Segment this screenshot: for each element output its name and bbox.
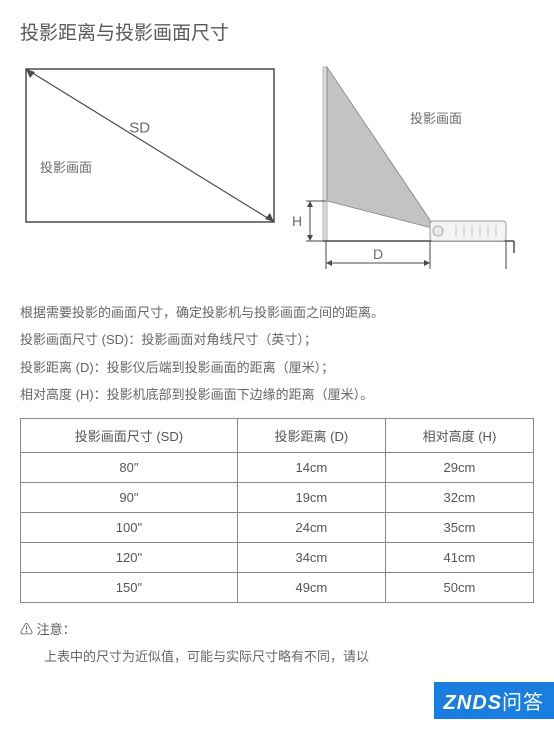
table-cell: 24cm xyxy=(237,513,385,543)
table-cell: 29cm xyxy=(385,453,533,483)
table-cell: 41cm xyxy=(385,543,533,573)
table-row: 150"49cm50cm xyxy=(21,573,534,603)
svg-text:H: H xyxy=(292,213,302,229)
note-body: 上表中的尺寸为近似值，可能与实际尺寸略有不同，请以 xyxy=(20,646,534,665)
znds-watermark: ZNDS问答 xyxy=(434,682,554,719)
table-cell: 19cm xyxy=(237,483,385,513)
table-cell: 34cm xyxy=(237,543,385,573)
svg-text:投影画面: 投影画面 xyxy=(410,111,462,126)
svg-text:SD: SD xyxy=(129,119,150,136)
diagram-side-view: 投影画面 H D xyxy=(290,63,534,281)
note-head-text: 注意： xyxy=(37,622,76,637)
table-row: 120"34cm41cm xyxy=(21,543,534,573)
table-cell: 50cm xyxy=(385,573,533,603)
dimensions-table: 投影画面尺寸 (SD)投影距离 (D)相对高度 (H) 80"14cm29cm9… xyxy=(20,418,534,603)
desc-line: 投影画面尺寸 (SD)：投影画面对角线尺寸（英寸）； xyxy=(20,326,534,353)
table-cell: 32cm xyxy=(385,483,533,513)
table-cell: 80" xyxy=(21,453,238,483)
table-cell: 49cm xyxy=(237,573,385,603)
table-row: 100"24cm35cm xyxy=(21,513,534,543)
table-header: 投影画面尺寸 (SD) xyxy=(21,419,238,453)
table-cell: 150" xyxy=(21,573,238,603)
diagram-row: SD 投影画面 投影画面 H D xyxy=(20,63,534,281)
watermark-cn: 问答 xyxy=(502,692,544,714)
svg-text:投影画面: 投影画面 xyxy=(40,160,92,175)
side-diagram-svg: 投影画面 H D xyxy=(290,63,520,278)
warning-icon: ⚠ xyxy=(20,622,33,637)
note-heading: ⚠ 注意： xyxy=(20,619,534,638)
table-row: 90"19cm32cm xyxy=(21,483,534,513)
table-cell: 90" xyxy=(21,483,238,513)
table-cell: 100" xyxy=(21,513,238,543)
svg-text:D: D xyxy=(373,246,383,262)
diagram-screen-sd: SD 投影画面 xyxy=(20,63,280,281)
table-cell: 120" xyxy=(21,543,238,573)
desc-line: 投影距离 (D)：投影仪后端到投影画面的距离（厘米）； xyxy=(20,354,534,381)
desc-line: 根据需要投影的画面尺寸，确定投影机与投影画面之间的距离。 xyxy=(20,299,534,326)
page-title: 投影距离与投影画面尺寸 xyxy=(20,18,534,45)
sd-diagram-svg: SD 投影画面 xyxy=(20,63,280,228)
description-block: 根据需要投影的画面尺寸，确定投影机与投影画面之间的距离。 投影画面尺寸 (SD)… xyxy=(20,299,534,408)
table-header: 投影距离 (D) xyxy=(237,419,385,453)
table-cell: 14cm xyxy=(237,453,385,483)
table-header: 相对高度 (H) xyxy=(385,419,533,453)
table-cell: 35cm xyxy=(385,513,533,543)
watermark-en: ZNDS xyxy=(444,692,502,714)
desc-line: 相对高度 (H)：投影机底部到投影画面下边缘的距离（厘米）。 xyxy=(20,381,534,408)
table-row: 80"14cm29cm xyxy=(21,453,534,483)
